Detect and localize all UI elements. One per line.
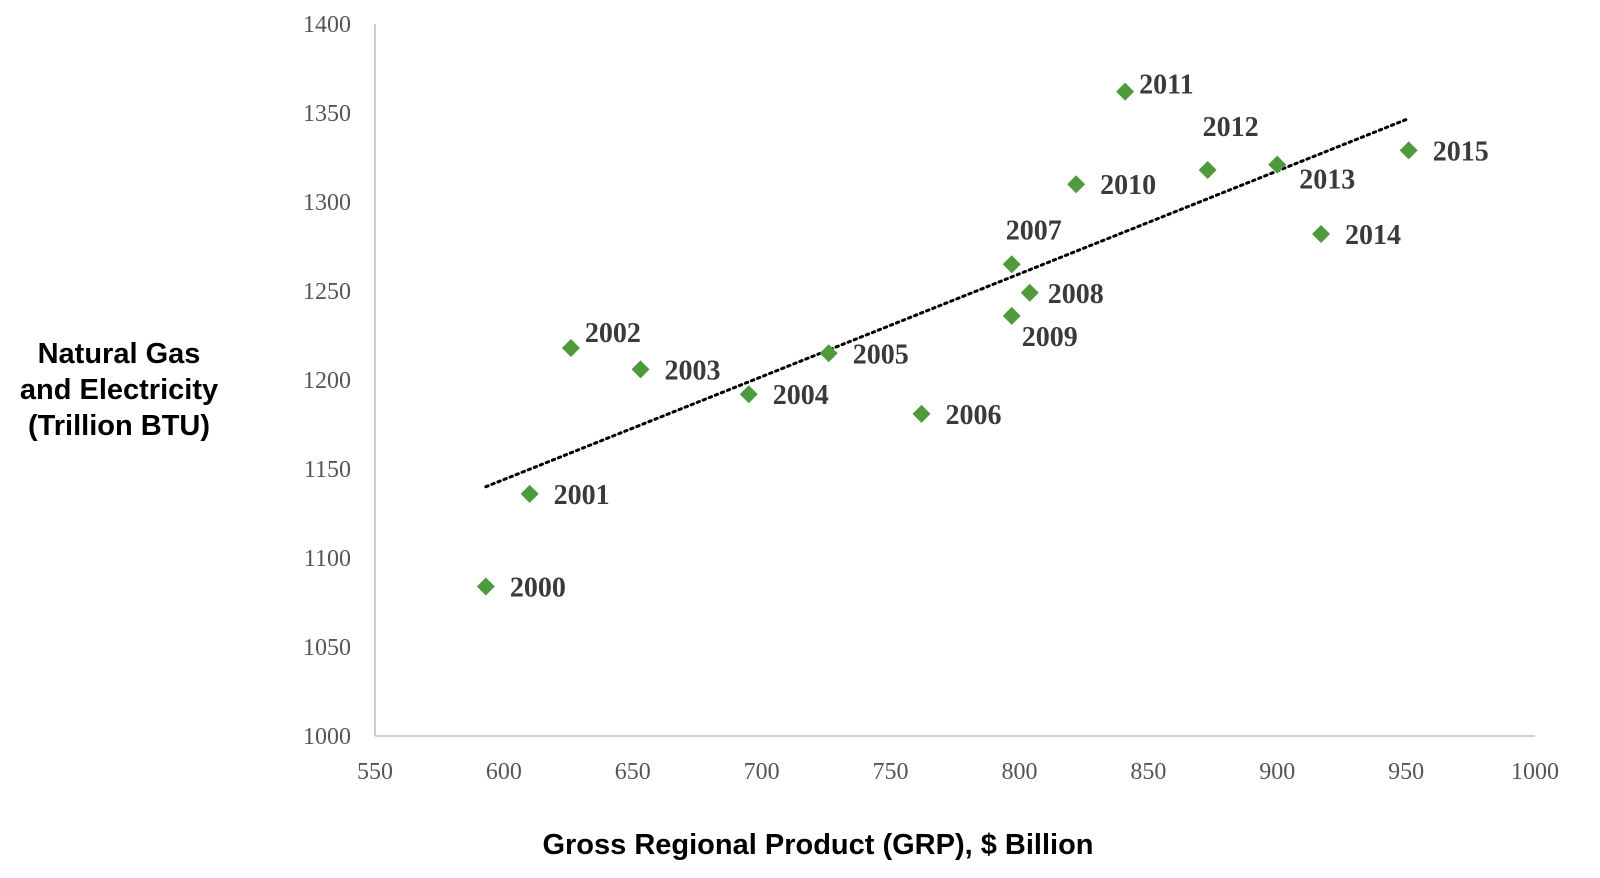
data-point-2006 — [912, 404, 931, 423]
data-point-2010 — [1067, 175, 1086, 194]
data-points — [476, 82, 1418, 596]
y-axis-title-line: (Trillion BTU) — [28, 410, 210, 442]
y-tick-label: 1350 — [303, 101, 351, 127]
x-tick-label: 550 — [357, 759, 393, 785]
data-point-2000 — [476, 577, 495, 596]
x-axis-title: Gross Regional Product (GRP), $ Billion — [542, 829, 1093, 861]
data-point-2002 — [561, 338, 580, 357]
y-tick-label: 1100 — [304, 546, 351, 572]
x-tick-label: 750 — [873, 759, 909, 785]
trendline — [484, 117, 1411, 489]
y-tick-labels: 1000 1050 1100 1150 1200 1250 1300 1350 1400 — [303, 12, 351, 750]
x-tick-labels: 550 600 650 700 750 800 850 900 950 1000 — [357, 759, 1559, 785]
data-point-2012 — [1198, 160, 1217, 179]
point-label: 2002 — [585, 318, 641, 349]
y-tick-label: 1250 — [303, 279, 351, 305]
data-point-2008 — [1020, 283, 1039, 302]
point-label: 2008 — [1048, 279, 1104, 310]
x-tick-label: 600 — [486, 759, 522, 785]
point-label: 2011 — [1139, 70, 1193, 101]
x-tick-label: 1000 — [1511, 759, 1559, 785]
x-tick-label: 950 — [1388, 759, 1424, 785]
point-label: 2000 — [510, 572, 566, 603]
point-label: 2001 — [554, 480, 610, 511]
point-label: 2009 — [1022, 322, 1078, 353]
x-tick-label: 900 — [1259, 759, 1295, 785]
point-label: 2003 — [665, 355, 721, 386]
point-label: 2010 — [1100, 170, 1156, 201]
y-tick-label: 1300 — [303, 190, 351, 216]
y-tick-label: 1150 — [304, 457, 351, 483]
data-point-2011 — [1116, 82, 1135, 101]
point-labels: 2000 2001 2002 2003 2004 2005 2006 2007 2008 2009… — [510, 70, 1489, 604]
data-point-2004 — [739, 385, 758, 404]
point-label: 2007 — [1006, 215, 1062, 246]
data-point-2014 — [1312, 225, 1331, 244]
y-axis-title-line: Natural Gas — [38, 338, 201, 370]
y-axis-title: Natural Gas and Electricity (Trillion BTU) — [20, 338, 218, 442]
x-tick-label: 650 — [615, 759, 651, 785]
point-label: 2004 — [773, 380, 829, 411]
y-tick-label: 1000 — [303, 724, 351, 750]
x-tick-label: 800 — [1001, 759, 1037, 785]
x-tick-label: 700 — [744, 759, 780, 785]
point-label: 2006 — [945, 400, 1001, 431]
data-point-2001 — [520, 484, 539, 503]
data-point-2003 — [631, 360, 650, 379]
y-tick-label: 1200 — [303, 368, 351, 394]
data-point-2007 — [1002, 255, 1021, 274]
data-point-2013 — [1268, 155, 1287, 174]
point-label: 2015 — [1433, 136, 1489, 167]
y-tick-label: 1050 — [303, 635, 351, 661]
point-label: 2005 — [853, 339, 909, 370]
x-tick-label: 850 — [1130, 759, 1166, 785]
y-axis-title-line: and Electricity — [20, 374, 218, 406]
y-tick-label: 1400 — [303, 12, 351, 38]
data-point-2009 — [1002, 306, 1021, 325]
data-point-2015 — [1399, 141, 1418, 160]
point-label: 2014 — [1345, 220, 1401, 251]
point-label: 2013 — [1299, 165, 1355, 196]
point-label: 2012 — [1203, 112, 1259, 143]
data-point-2005 — [819, 344, 838, 363]
